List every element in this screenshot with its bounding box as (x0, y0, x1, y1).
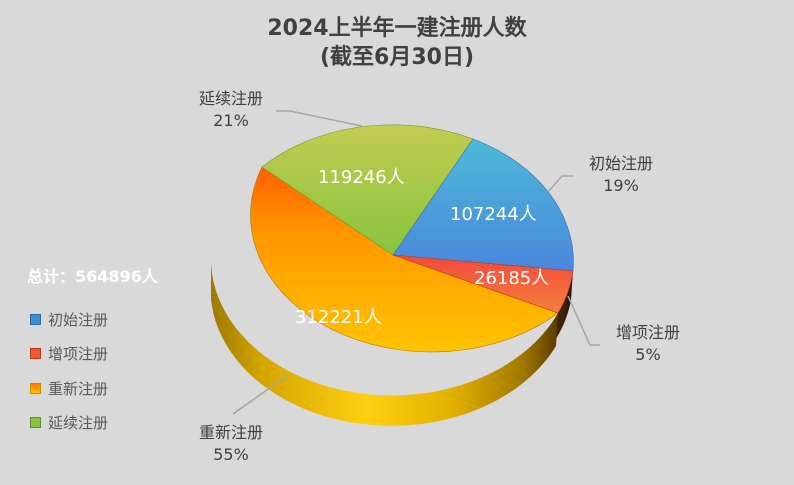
slice-label-added: 26185人 (474, 268, 549, 289)
callout-initial-pct: 19% (603, 176, 639, 195)
total-label: 总计：564896人 (27, 267, 158, 286)
legend-item-initial[interactable]: 初始注册 (30, 302, 108, 337)
slice-label-initial: 107244人 (450, 204, 537, 225)
legend: 初始注册 增项注册 重新注册 延续注册 (30, 302, 108, 440)
callout-added-name: 增项注册 (615, 323, 680, 342)
slice-initial[interactable] (392, 138, 574, 272)
legend-label: 延续注册 (48, 414, 109, 433)
legend-swatch-icon (30, 417, 41, 429)
legend-item-renew[interactable]: 重新注册 (30, 371, 108, 406)
slice-renew[interactable] (250, 166, 559, 353)
callout-continue-pct: 21% (213, 111, 249, 130)
callout-renew-pct: 55% (213, 445, 249, 464)
legend-label: 增项注册 (48, 345, 109, 364)
leader-line-added (567, 295, 600, 346)
legend-item-continue[interactable]: 延续注册 (30, 406, 108, 441)
callout-added-pct: 5% (635, 345, 661, 364)
chart-title: 2024上半年一建注册人数 (截至6月30日) (0, 14, 794, 72)
callout-continue-name: 延续注册 (198, 89, 263, 108)
legend-swatch-icon (30, 313, 41, 325)
callout-renew-name: 重新注册 (198, 423, 263, 442)
callout-renew: 重新注册 55% (176, 422, 286, 466)
chart-title-line2: (截至6月30日) (319, 45, 475, 70)
leader-line-initial (547, 175, 573, 193)
callout-added: 增项注册 5% (593, 322, 703, 366)
legend-label: 重新注册 (48, 379, 109, 398)
callout-initial: 初始注册 19% (566, 153, 676, 197)
pie-side-wall-lower (211, 262, 558, 426)
legend-swatch-icon (30, 348, 41, 360)
legend-label: 初始注册 (48, 310, 109, 329)
slice-continue[interactable] (261, 124, 474, 256)
slice-added[interactable] (392, 254, 574, 314)
callout-initial-name: 初始注册 (588, 154, 653, 173)
chart-title-line1: 2024上半年一建注册人数 (267, 16, 527, 41)
callout-continue: 延续注册 21% (176, 88, 286, 132)
legend-item-added[interactable]: 增项注册 (30, 337, 108, 372)
leader-line-continue (276, 110, 363, 127)
legend-swatch-icon (30, 382, 41, 394)
slice-label-continue: 119246人 (318, 167, 405, 188)
leader-line-renew (232, 374, 289, 415)
slice-label-renew: 312221人 (295, 307, 382, 328)
